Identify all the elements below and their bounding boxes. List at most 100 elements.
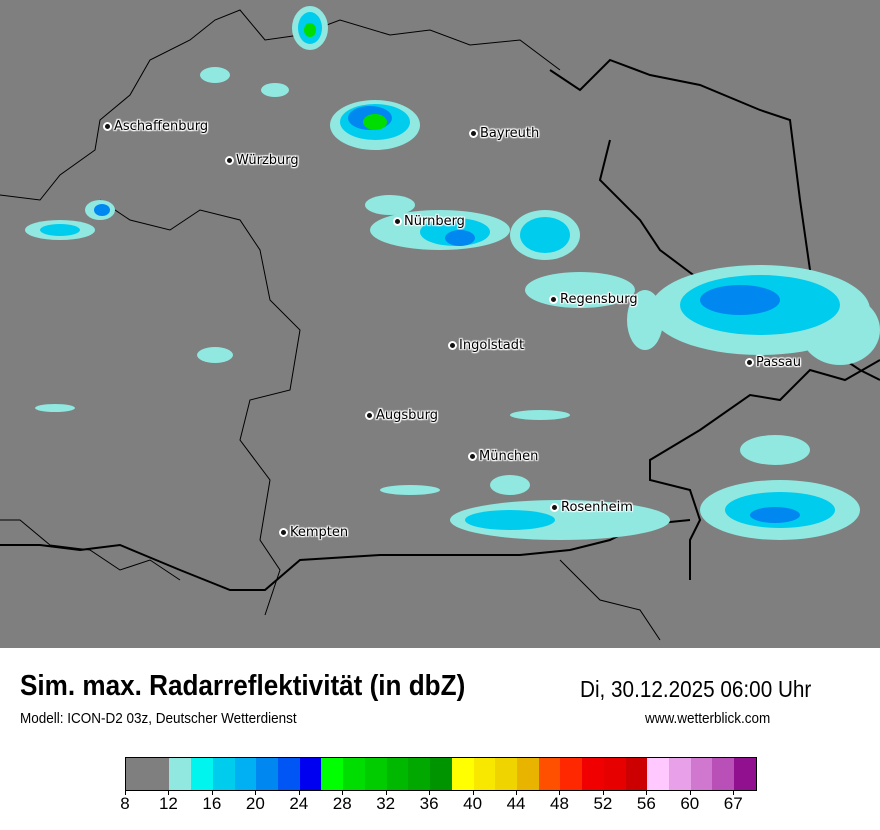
city-dot-icon	[103, 122, 112, 131]
legend-tick-label: 28	[332, 794, 352, 813]
legend-tick-mark	[429, 790, 431, 795]
city-name: Rosenheim	[561, 500, 633, 515]
city-label: Ingolstadt	[448, 338, 524, 353]
city-name: Würzburg	[236, 153, 299, 168]
city-label: Aschaffenburg	[103, 119, 208, 134]
city-label: Augsburg	[365, 408, 438, 423]
city-dot-icon	[550, 503, 559, 512]
legend-tick-label: 60	[680, 794, 700, 813]
legend-swatch	[495, 758, 517, 790]
legend-tick-label: 36	[419, 794, 439, 813]
legend-tick-mark	[385, 790, 387, 795]
city-dot-icon	[745, 358, 754, 367]
radar-map[interactable]: Aschaffenburg Würzburg Bayreuth Nürnberg…	[0, 0, 880, 648]
legend-swatch	[668, 758, 691, 790]
city-label: München	[468, 449, 538, 464]
city-name: Regensburg	[560, 292, 638, 307]
legend-tick-mark	[342, 790, 344, 795]
legend-swatch	[386, 758, 409, 790]
legend-swatch	[343, 758, 365, 790]
legend-tick-label: 8	[120, 794, 130, 813]
legend-swatch	[364, 758, 387, 790]
legend-tick-label: 20	[245, 794, 265, 813]
legend-tick-mark	[559, 790, 561, 795]
city-name: Nürnberg	[404, 214, 465, 229]
state-borders	[0, 9, 661, 641]
legend-tick-label: 44	[506, 794, 526, 813]
legend-tick-label: 56	[636, 794, 656, 813]
legend-swatch	[582, 758, 604, 790]
legend-swatch	[212, 758, 235, 790]
legend-swatch	[299, 758, 322, 790]
city-name: Kempten	[290, 525, 349, 540]
city-label: Bayreuth	[469, 126, 539, 141]
legend-swatch	[278, 758, 300, 790]
website-link[interactable]: www.wetterblick.com	[645, 710, 771, 727]
city-label: Kempten	[279, 525, 348, 540]
city-dot-icon	[279, 528, 288, 537]
legend-swatch	[734, 758, 756, 790]
legend-tick-mark	[472, 790, 474, 795]
legend-swatch	[191, 758, 213, 790]
legend-tick-mark	[602, 790, 604, 795]
legend-tick-mark	[646, 790, 648, 795]
city-dot-icon	[448, 341, 457, 350]
city-name: Ingolstadt	[459, 338, 525, 353]
city-name: Passau	[756, 355, 801, 370]
radar-echoes	[25, 6, 880, 540]
legend-ticks: 8 12 16 20 24 28 32 36 40 44 48 52 56 60 67	[120, 790, 757, 820]
legend-swatch	[126, 758, 170, 790]
color-legend	[125, 757, 757, 791]
legend-swatch	[473, 758, 496, 790]
legend-swatch	[256, 758, 279, 790]
legend-tick-label: 32	[376, 794, 396, 813]
legend-swatch	[712, 758, 735, 790]
legend-swatch	[321, 758, 344, 790]
legend-tick-label: 48	[550, 794, 569, 813]
legend-swatch	[169, 758, 192, 790]
legend-swatch	[625, 758, 648, 790]
legend-tick-mark	[689, 790, 691, 795]
city-label: Würzburg	[225, 153, 299, 168]
legend-swatch	[234, 758, 257, 790]
city-label: Passau	[745, 355, 801, 370]
forecast-datetime: Di, 30.12.2025 06:00 Uhr	[580, 676, 812, 702]
legend-swatch	[430, 758, 452, 790]
legend-tick-mark	[298, 790, 300, 795]
legend-tick-mark	[168, 790, 170, 795]
legend-swatch	[647, 758, 669, 790]
legend-tick-label: 52	[593, 794, 613, 813]
legend-swatch	[603, 758, 626, 790]
city-name: Augsburg	[376, 408, 439, 423]
legend-tick-mark	[125, 790, 126, 795]
city-label: Rosenheim	[550, 500, 633, 515]
legend-swatch	[690, 758, 713, 790]
legend-swatch	[408, 758, 431, 790]
city-dot-icon	[549, 295, 558, 304]
city-name: Aschaffenburg	[114, 119, 209, 134]
city-dot-icon	[393, 217, 402, 226]
legend-tick-label: 16	[202, 794, 222, 813]
model-info: Modell: ICON-D2 03z, Deutscher Wetterdie…	[20, 710, 297, 727]
map-layer	[0, 6, 880, 641]
legend-swatch	[538, 758, 561, 790]
legend-swatch	[451, 758, 474, 790]
legend-tick-label: 12	[158, 794, 178, 813]
city-dot-icon	[468, 452, 477, 461]
city-dot-icon	[225, 156, 234, 165]
city-dot-icon	[365, 411, 374, 420]
city-label: Nürnberg	[393, 214, 465, 229]
map-title: Sim. max. Radarreflektivität (in dbZ)	[20, 670, 466, 702]
legend-tick-mark	[733, 790, 735, 795]
legend-tick-mark	[255, 790, 257, 795]
legend-tick-mark	[211, 790, 213, 795]
legend-swatch	[560, 758, 583, 790]
city-label: Regensburg	[549, 292, 638, 307]
city-dot-icon	[469, 129, 478, 138]
legend-tick-label: 67	[723, 794, 743, 813]
legend-swatch	[516, 758, 539, 790]
city-name: München	[479, 449, 539, 464]
legend-tick-label: 40	[463, 794, 483, 813]
city-name: Bayreuth	[480, 126, 540, 141]
legend-tick-mark	[516, 790, 518, 795]
